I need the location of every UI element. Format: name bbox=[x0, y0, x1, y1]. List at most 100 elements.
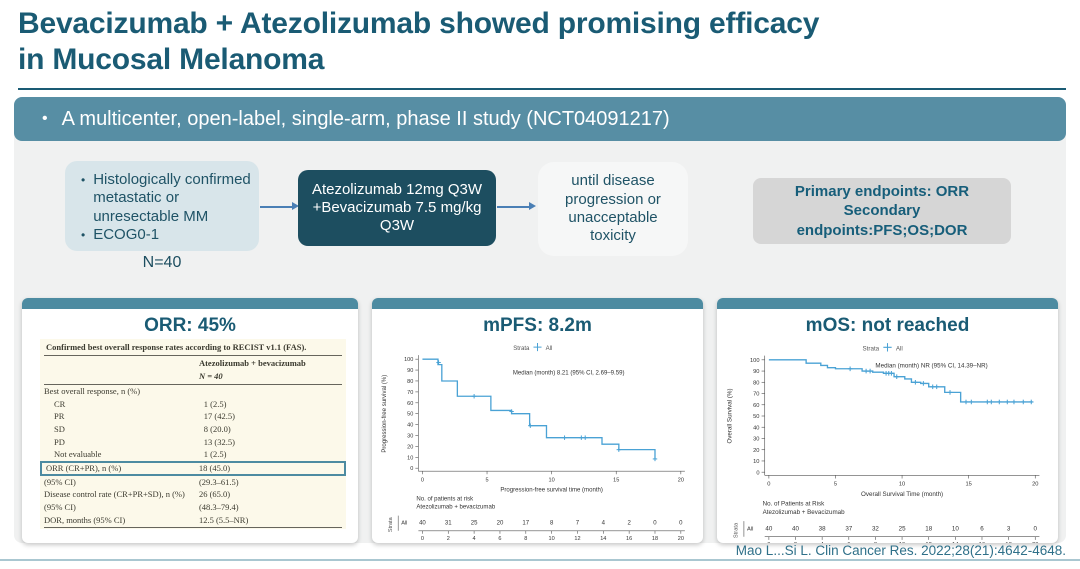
treatment-duration-text: until disease progression or unacceptabl… bbox=[565, 172, 661, 245]
svg-text:Atezolizumab + Bevacizumab: Atezolizumab + Bevacizumab bbox=[763, 509, 845, 516]
svg-text:40: 40 bbox=[419, 521, 426, 527]
svg-text:6: 6 bbox=[980, 525, 984, 532]
svg-text:Progression-free survival (%): Progression-free survival (%) bbox=[382, 375, 388, 453]
svg-text:14: 14 bbox=[952, 542, 959, 543]
svg-text:4: 4 bbox=[821, 542, 825, 543]
svg-text:12: 12 bbox=[574, 536, 580, 542]
svg-text:Overall Survival (%): Overall Survival (%) bbox=[726, 388, 733, 443]
pfs-panel-title: mPFS: 8.2m bbox=[483, 315, 592, 336]
svg-text:7: 7 bbox=[576, 521, 580, 527]
title-divider bbox=[18, 88, 1066, 90]
svg-text:4: 4 bbox=[473, 536, 476, 542]
svg-text:17: 17 bbox=[522, 521, 529, 527]
svg-text:No. of Patients at Risk: No. of Patients at Risk bbox=[763, 500, 826, 507]
table-header: Atezolizumab + bevacizumab N = 40 bbox=[44, 356, 342, 385]
svg-text:20: 20 bbox=[753, 448, 759, 454]
study-banner-text: A multicenter, open-label, single-arm, p… bbox=[61, 107, 670, 130]
card-header-bar bbox=[717, 298, 1058, 309]
svg-text:18: 18 bbox=[1005, 542, 1011, 543]
svg-text:5: 5 bbox=[485, 477, 488, 483]
svg-text:31: 31 bbox=[445, 521, 452, 527]
table-row: (95% CI) (48.3–79.4) bbox=[44, 502, 239, 513]
svg-text:30: 30 bbox=[753, 437, 759, 443]
svg-text:90: 90 bbox=[753, 369, 759, 375]
endpoints-line: Primary endpoints: ORR bbox=[794, 182, 970, 200]
table-row: Not evaluable 1 (2.5) bbox=[54, 449, 227, 460]
svg-text:16: 16 bbox=[979, 542, 985, 543]
svg-text:4: 4 bbox=[602, 521, 606, 527]
svg-text:14: 14 bbox=[600, 536, 606, 542]
svg-text:All: All bbox=[546, 346, 553, 352]
svg-text:38: 38 bbox=[819, 525, 826, 532]
svg-text:20: 20 bbox=[678, 477, 684, 483]
svg-text:0: 0 bbox=[421, 477, 424, 483]
svg-text:80: 80 bbox=[753, 380, 759, 386]
svg-text:8: 8 bbox=[550, 521, 554, 527]
svg-text:0: 0 bbox=[653, 521, 657, 527]
inclusion-bullet: Histologically confirmed metastatic or u… bbox=[75, 171, 253, 226]
svg-text:16: 16 bbox=[626, 536, 632, 542]
svg-text:Strata: Strata bbox=[863, 345, 880, 352]
inclusion-bullet: ECOG0-1 bbox=[75, 226, 253, 244]
svg-text:10: 10 bbox=[899, 542, 905, 543]
svg-text:37: 37 bbox=[845, 525, 852, 532]
svg-text:40: 40 bbox=[792, 525, 799, 532]
svg-text:50: 50 bbox=[753, 414, 759, 420]
banner-bullet-icon: • bbox=[42, 110, 48, 127]
svg-text:20: 20 bbox=[1032, 482, 1038, 488]
svg-text:12: 12 bbox=[926, 542, 932, 543]
table-row: (95% CI) (29.3–61.5) bbox=[44, 476, 239, 487]
svg-text:10: 10 bbox=[899, 482, 905, 488]
svg-text:6: 6 bbox=[498, 536, 501, 542]
svg-text:10: 10 bbox=[549, 536, 555, 542]
svg-text:0: 0 bbox=[679, 521, 683, 527]
svg-text:No. of patients at risk: No. of patients at risk bbox=[416, 496, 474, 502]
header-n-label: N = 40 bbox=[198, 371, 223, 381]
svg-text:20: 20 bbox=[407, 444, 413, 450]
svg-text:70: 70 bbox=[407, 390, 413, 396]
svg-text:Strata: Strata bbox=[388, 516, 394, 532]
page-title-line2: in Mucosal Melanoma bbox=[18, 43, 325, 76]
sample-size-note: N=40 bbox=[142, 254, 182, 271]
svg-text:40: 40 bbox=[753, 425, 759, 431]
svg-text:80: 80 bbox=[407, 379, 413, 385]
table-row: Best overall response, n (%) bbox=[44, 386, 141, 397]
svg-text:10: 10 bbox=[407, 455, 413, 461]
table-caption: Confirmed best overall response rates ac… bbox=[44, 339, 342, 356]
svg-text:Overall Survival Time (month): Overall Survival Time (month) bbox=[861, 491, 943, 498]
svg-text:Atezolizumab + bevacizumab: Atezolizumab + bevacizumab bbox=[416, 505, 495, 511]
endpoints-line: endpoints:PFS;OS;DOR bbox=[796, 221, 968, 239]
treatment-duration-box: until disease progression or unacceptabl… bbox=[538, 162, 688, 256]
svg-text:0: 0 bbox=[767, 542, 770, 543]
inclusion-criteria-box: Histologically confirmed metastatic or u… bbox=[65, 161, 259, 251]
arrow-shaft bbox=[260, 206, 292, 208]
arrow-shaft bbox=[497, 206, 529, 208]
os-km-chart: Strata All Median (month) NR (95% CI, 14.3… bbox=[717, 339, 1058, 543]
svg-text:15: 15 bbox=[613, 477, 619, 483]
study-banner: • A multicenter, open-label, single-arm,… bbox=[14, 97, 1066, 141]
svg-text:3: 3 bbox=[1007, 525, 1011, 532]
svg-text:8: 8 bbox=[874, 542, 877, 543]
svg-text:60: 60 bbox=[753, 403, 759, 409]
orr-table-rows: Best overall response, n (%) CR 1 (2.5) PR 1… bbox=[40, 385, 346, 528]
table-row: CR 1 (2.5) bbox=[54, 398, 227, 409]
svg-text:10: 10 bbox=[952, 525, 959, 532]
os-panel: mOS: not reached Strata All Median (month)… bbox=[717, 298, 1058, 543]
svg-text:18: 18 bbox=[925, 525, 932, 532]
svg-text:18: 18 bbox=[652, 536, 658, 542]
orr-panel: ORR: 45% Confirmed best overall response… bbox=[22, 298, 358, 543]
orr-table: Confirmed best overall response rates ac… bbox=[40, 339, 346, 529]
arrow-head bbox=[292, 202, 299, 210]
svg-text:Median (month) 8.21 (95% CI, 2: Median (month) 8.21 (95% CI, 2.69–9.59) bbox=[513, 370, 625, 376]
svg-text:2: 2 bbox=[627, 521, 631, 527]
svg-text:20: 20 bbox=[1032, 542, 1038, 543]
table-row: SD 8 (20.0) bbox=[54, 424, 231, 435]
svg-text:32: 32 bbox=[872, 525, 879, 532]
svg-text:0: 0 bbox=[756, 470, 759, 476]
card-header-bar bbox=[22, 298, 358, 309]
svg-text:90: 90 bbox=[407, 368, 413, 374]
svg-text:20: 20 bbox=[497, 521, 504, 527]
citation: Mao L...Si L. Clin Cancer Res. 2022;28(2… bbox=[735, 543, 1066, 558]
svg-text:25: 25 bbox=[899, 525, 906, 532]
svg-text:10: 10 bbox=[753, 459, 759, 465]
